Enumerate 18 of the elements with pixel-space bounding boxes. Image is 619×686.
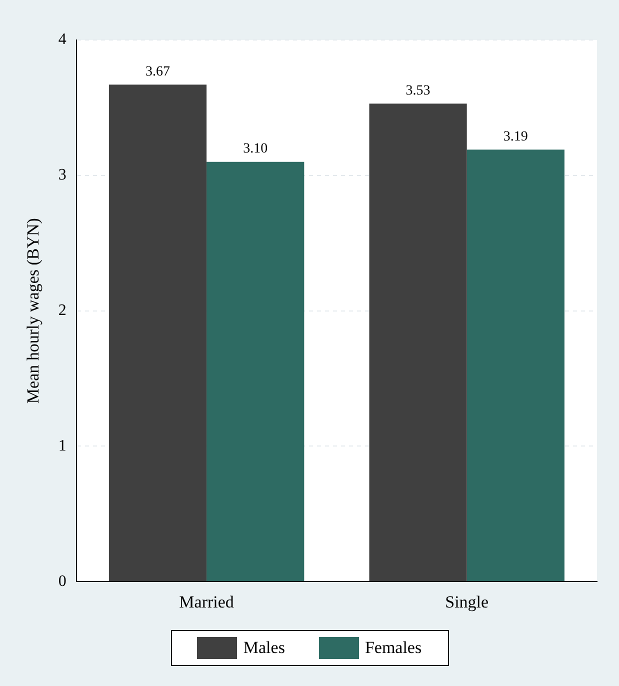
- data-label: 3.19: [503, 129, 528, 144]
- y-axis-title: Mean hourly wages (BYN): [24, 218, 43, 404]
- legend-label: Females: [364, 638, 422, 658]
- x-tick-label: Married: [179, 592, 234, 612]
- legend-label: Males: [243, 638, 285, 658]
- y-tick-label: 0: [58, 572, 66, 590]
- data-label: 3.67: [145, 64, 170, 80]
- data-label: 3.53: [406, 83, 430, 98]
- data-label: 3.10: [243, 142, 268, 157]
- bar: [108, 84, 207, 582]
- x-tick-label: Single: [445, 592, 489, 612]
- y-tick-label: 2: [58, 302, 66, 320]
- bar: [466, 150, 564, 582]
- bar: [369, 104, 467, 582]
- y-tick-label: 3: [58, 166, 66, 184]
- y-tick-label: 4: [58, 31, 66, 48]
- bar: [206, 162, 304, 582]
- y-tick-label: 1: [58, 437, 66, 454]
